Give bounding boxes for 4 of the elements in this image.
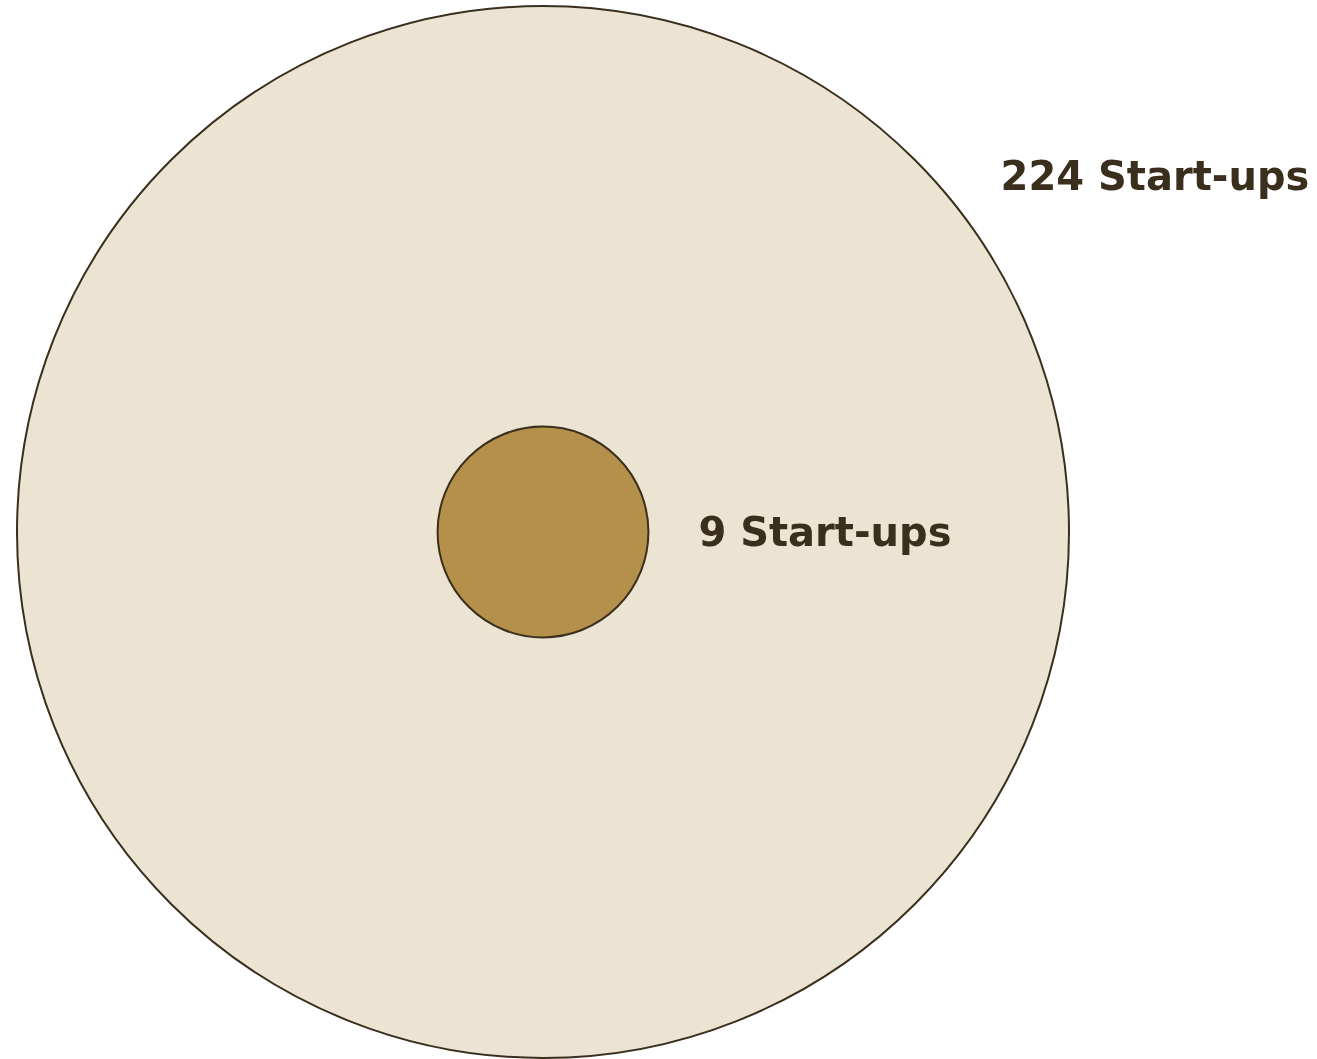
data-label: 9 bbox=[698, 509, 727, 555]
category-label: Start-ups bbox=[726, 509, 952, 555]
category-label: Start-ups bbox=[1084, 153, 1310, 200]
data-label: 224 bbox=[1000, 153, 1085, 200]
